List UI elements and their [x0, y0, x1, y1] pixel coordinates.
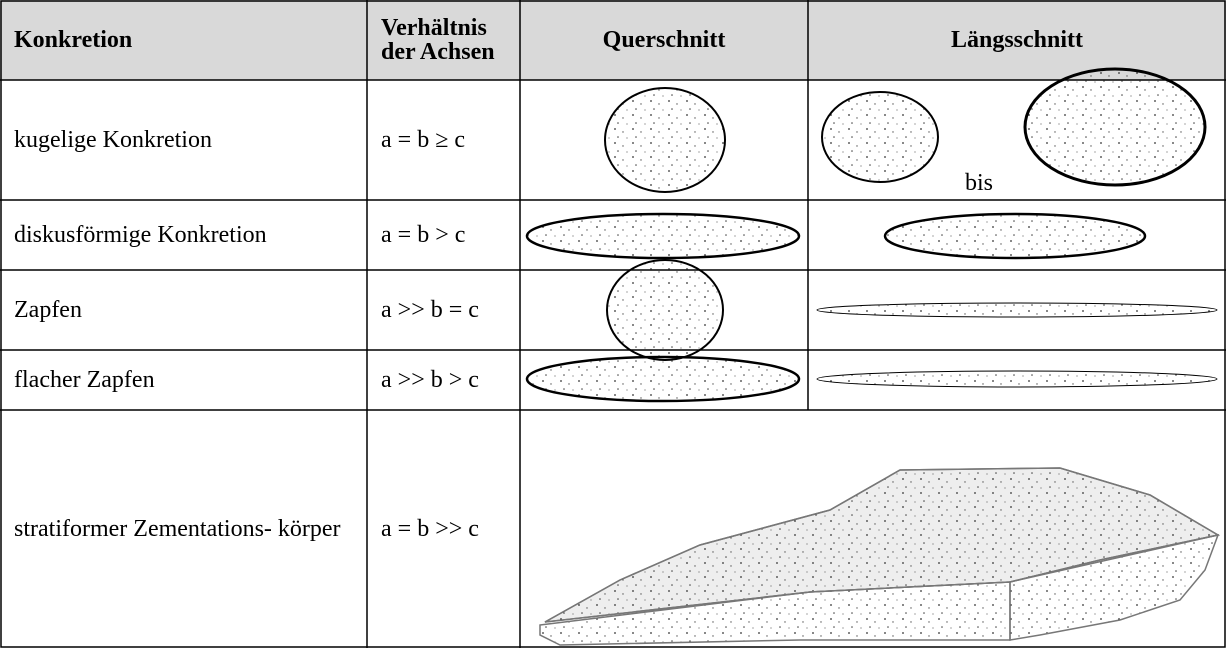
range-label: bis: [965, 168, 993, 198]
page: Konkretion Verhältnis der Achsen Quersch…: [0, 0, 1226, 648]
header-cell: Querschnitt: [520, 0, 808, 80]
header-cell: Konkretion: [0, 0, 367, 80]
axis-ratio: a = b > c: [367, 200, 520, 270]
axis-ratio: a = b >> c: [367, 410, 520, 648]
concretion-name: kugelige Konkretion: [0, 80, 367, 200]
concretion-name: diskusförmige Konkretion: [0, 200, 367, 270]
illustrations: [527, 69, 1218, 645]
concretion-name: flacher Zapfen: [0, 350, 367, 410]
concretion-name: Zapfen: [0, 270, 367, 350]
concretion-name: stratiformer Zementations- körper: [0, 410, 367, 648]
header-cell: Verhältnis der Achsen: [367, 0, 520, 80]
axis-ratio: a = b ≥ c: [367, 80, 520, 200]
axis-ratio: a >> b > c: [367, 350, 520, 410]
axis-ratio: a >> b = c: [367, 270, 520, 350]
header-cell: Längsschnitt: [808, 0, 1226, 80]
